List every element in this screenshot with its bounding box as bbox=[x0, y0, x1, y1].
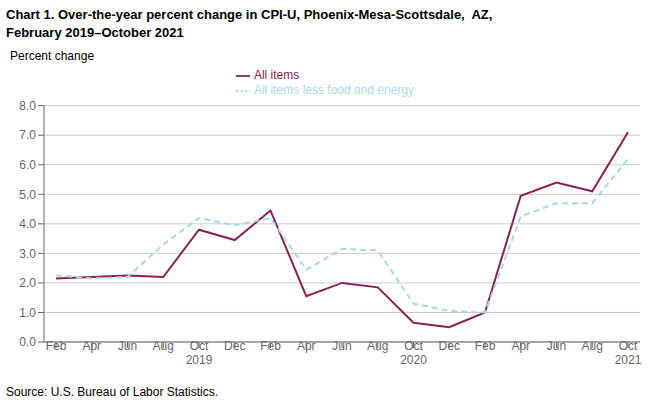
html-text:All items: All items bbox=[254, 68, 300, 82]
svg-text:Feb: Feb bbox=[260, 339, 281, 353]
svg-text:Dec: Dec bbox=[224, 339, 245, 353]
svg-text:Aug: Aug bbox=[367, 339, 388, 353]
svg-text:Oct2019: Oct2019 bbox=[186, 339, 213, 367]
svg-text:Aug: Aug bbox=[582, 339, 603, 353]
svg-text:Oct2021: Oct2021 bbox=[615, 339, 642, 367]
svg-text:Apr: Apr bbox=[297, 339, 316, 353]
svg-text:5.0: 5.0 bbox=[19, 188, 36, 202]
svg-text:6.0: 6.0 bbox=[19, 158, 36, 172]
svg-text:Feb: Feb bbox=[46, 339, 67, 353]
svg-text:Apr: Apr bbox=[511, 339, 530, 353]
html-text:Source: U.S. Bureau of Labor S: Source: U.S. Bureau of Labor Statistics. bbox=[6, 385, 219, 399]
svg-text:Jun: Jun bbox=[118, 339, 137, 353]
svg-text:Jun: Jun bbox=[332, 339, 351, 353]
svg-text:Feb: Feb bbox=[475, 339, 496, 353]
html-text:Percent change: Percent change bbox=[10, 49, 95, 63]
svg-text:0.0: 0.0 bbox=[19, 335, 36, 349]
svg-text:Oct2020: Oct2020 bbox=[400, 339, 427, 367]
svg-text:Apr: Apr bbox=[82, 339, 101, 353]
html-text:All items less food and energy: All items less food and energy bbox=[254, 82, 414, 97]
svg-text:Dec: Dec bbox=[439, 339, 460, 353]
svg-text:Jun: Jun bbox=[547, 339, 566, 353]
html-text:Chart 1. Over-the-year percent: Chart 1. Over-the-year percent change in… bbox=[6, 7, 493, 22]
svg-text:8.0: 8.0 bbox=[19, 99, 36, 113]
svg-text:2.0: 2.0 bbox=[19, 276, 36, 290]
svg-text:7.0: 7.0 bbox=[19, 128, 36, 142]
svg-text:1.0: 1.0 bbox=[19, 306, 36, 320]
html-text:February 2019–October 2021: February 2019–October 2021 bbox=[6, 25, 184, 40]
svg-text:4.0: 4.0 bbox=[19, 217, 36, 231]
svg-text:3.0: 3.0 bbox=[19, 247, 36, 261]
svg-text:Aug: Aug bbox=[153, 339, 174, 353]
